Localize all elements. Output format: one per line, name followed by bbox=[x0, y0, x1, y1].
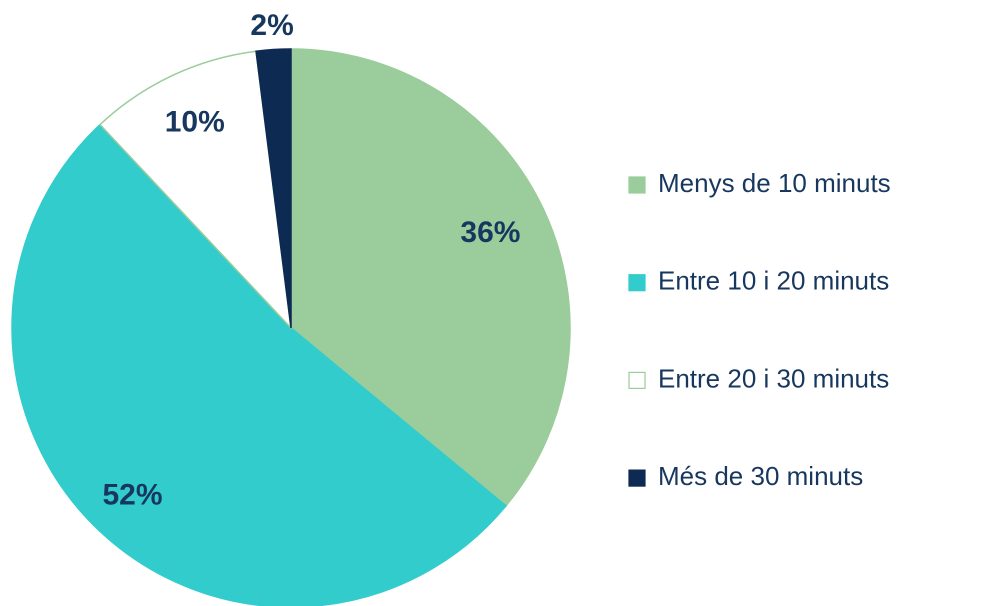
pie-slice bbox=[98, 50, 293, 331]
pie-slice bbox=[255, 48, 292, 329]
legend-label: Entre 20 i 30 minuts bbox=[658, 363, 889, 393]
value-label: 52% bbox=[102, 479, 162, 512]
legend-label: Més de 30 minuts bbox=[658, 461, 863, 491]
legend-label: Entre 10 i 20 minuts bbox=[658, 266, 889, 296]
legend-label: Menys de 10 minuts bbox=[658, 168, 891, 198]
value-label: 10% bbox=[165, 105, 225, 138]
legend-swatch bbox=[628, 176, 646, 194]
value-label: 2% bbox=[250, 9, 293, 42]
legend-swatch bbox=[628, 371, 646, 389]
pie-slice bbox=[11, 123, 508, 606]
value-label: 36% bbox=[460, 216, 520, 249]
legend-swatch bbox=[628, 469, 646, 487]
pie-slice bbox=[290, 48, 571, 507]
legend-swatch bbox=[628, 274, 646, 292]
